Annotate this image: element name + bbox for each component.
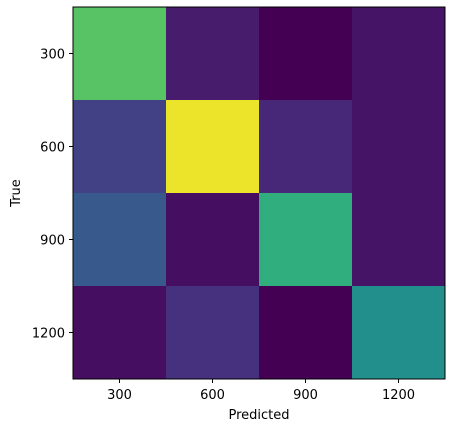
heatmap-cell: [259, 7, 353, 101]
x-tick-label: 1200: [382, 388, 415, 403]
x-axis-ticks: 300 600 900 1200: [107, 379, 415, 403]
x-axis-label: Predicted: [228, 408, 289, 423]
heatmap-cell: [259, 100, 353, 194]
heatmap-cell: [352, 286, 446, 380]
heatmap-cell: [73, 193, 167, 287]
heatmap-cell: [352, 7, 446, 101]
heatmap-cells: [73, 7, 446, 380]
heatmap-cell: [166, 100, 260, 194]
plot-frame: [72, 6, 446, 380]
y-tick-label: 900: [40, 234, 65, 249]
y-axis-label: True: [9, 179, 24, 208]
heatmap-cell: [73, 7, 167, 101]
x-tick-label: 300: [107, 388, 132, 403]
y-axis-ticks: 300 600 900 1200: [32, 48, 73, 342]
heatmap-cell: [352, 100, 446, 194]
heatmap-cell: [73, 286, 167, 380]
x-tick-label: 600: [200, 388, 225, 403]
heatmap-cell: [166, 286, 260, 380]
heatmap-cell: [259, 286, 353, 380]
x-tick-label: 900: [293, 388, 318, 403]
heatmap-cell: [73, 100, 167, 194]
y-tick-label: 1200: [32, 327, 65, 342]
heatmap-cell: [259, 193, 353, 287]
heatmap-cell: [166, 193, 260, 287]
heatmap-cell: [352, 193, 446, 287]
heatmap-cell: [166, 7, 260, 101]
y-tick-label: 600: [40, 141, 65, 156]
y-tick-label: 300: [40, 48, 65, 63]
